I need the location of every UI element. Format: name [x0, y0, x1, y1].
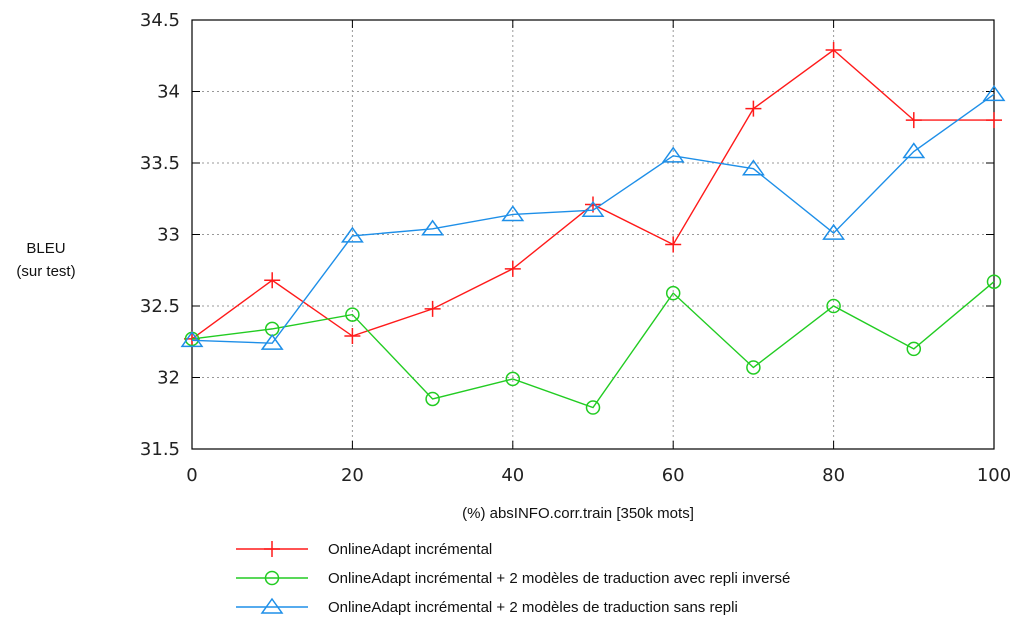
- data-point-green: [746, 360, 761, 375]
- data-point-green: [826, 298, 841, 314]
- x-tick-label: 0: [186, 465, 197, 486]
- x-axis-label: (%) absINFO.corr.train [350k mots]: [462, 505, 694, 522]
- legend-item-blue: OnlineAdapt incrémental + 2 modèles de t…: [236, 597, 738, 616]
- y-tick-label: 34.5: [140, 10, 180, 31]
- x-tick-label: 80: [822, 465, 845, 486]
- data-point-red: [905, 112, 922, 129]
- series-blue: [180, 85, 1006, 350]
- data-point-green: [906, 341, 922, 357]
- x-tick-label: 40: [501, 465, 524, 486]
- legend-item-red: OnlineAdapt incrémental: [236, 541, 492, 558]
- legend-label-blue: OnlineAdapt incrémental + 2 modèles de t…: [328, 599, 738, 616]
- data-point-blue: [982, 85, 1006, 102]
- data-point-green: [345, 307, 360, 322]
- data-point-blue: [501, 205, 525, 222]
- legend: OnlineAdapt incrémental OnlineAdapt incré…: [236, 541, 790, 616]
- data-point-red: [825, 42, 842, 59]
- y-axis-label-line-1: BLEU: [26, 240, 65, 257]
- series-line-red: [191, 49, 994, 340]
- data-point-green: [505, 371, 521, 387]
- y-axis-label-line-2: (sur test): [16, 263, 75, 280]
- data-point-green: [585, 400, 601, 415]
- legend-marker-green: [264, 570, 280, 586]
- y-tick-label: 32: [157, 368, 180, 389]
- series-green: [184, 274, 1002, 415]
- series-line-green: [191, 281, 995, 409]
- data-point-blue: [260, 333, 284, 350]
- y-tick-label: 33: [157, 225, 180, 246]
- data-point-green: [425, 391, 440, 407]
- data-point-blue: [180, 331, 204, 348]
- x-tick-label: 60: [662, 465, 685, 486]
- data-point-blue: [340, 226, 364, 243]
- y-tick-label: 32.5: [140, 296, 180, 317]
- grid-lines: [192, 20, 994, 449]
- data-point-red: [424, 300, 441, 317]
- y-tick-label: 33.5: [140, 153, 180, 174]
- data-point-red: [745, 100, 762, 117]
- legend-item-green: OnlineAdapt incrémental + 2 modèles de t…: [236, 570, 790, 587]
- series-red: [184, 42, 1002, 347]
- x-tick-label: 20: [341, 465, 364, 486]
- data-point-red: [504, 260, 521, 277]
- data-point-blue: [661, 146, 685, 163]
- data-point-green: [986, 274, 1002, 289]
- legend-label-red: OnlineAdapt incrémental: [328, 541, 492, 558]
- legend-marker-red: [264, 541, 280, 557]
- axis-ticks: 31.5 32 32.5 33 33.5 34 34.5 0 20 40 60 80 100: [140, 10, 1011, 486]
- data-point-blue: [581, 200, 605, 217]
- data-point-red: [344, 328, 361, 345]
- series-line-blue: [191, 93, 995, 344]
- data-point-blue: [822, 223, 846, 240]
- legend-label-green: OnlineAdapt incrémental + 2 modèles de t…: [328, 570, 790, 587]
- data-point-green: [665, 285, 681, 301]
- series-layer: [180, 42, 1006, 415]
- legend-marker-blue: [260, 597, 284, 614]
- data-point-blue: [741, 159, 765, 176]
- y-tick-label: 34: [157, 82, 180, 103]
- data-point-red: [264, 272, 281, 289]
- x-tick-label: 100: [977, 465, 1011, 486]
- data-point-red: [986, 112, 1002, 129]
- data-point-blue: [421, 219, 445, 236]
- y-tick-label: 31.5: [140, 439, 180, 460]
- data-point-red: [665, 236, 682, 253]
- data-point-blue: [902, 142, 926, 159]
